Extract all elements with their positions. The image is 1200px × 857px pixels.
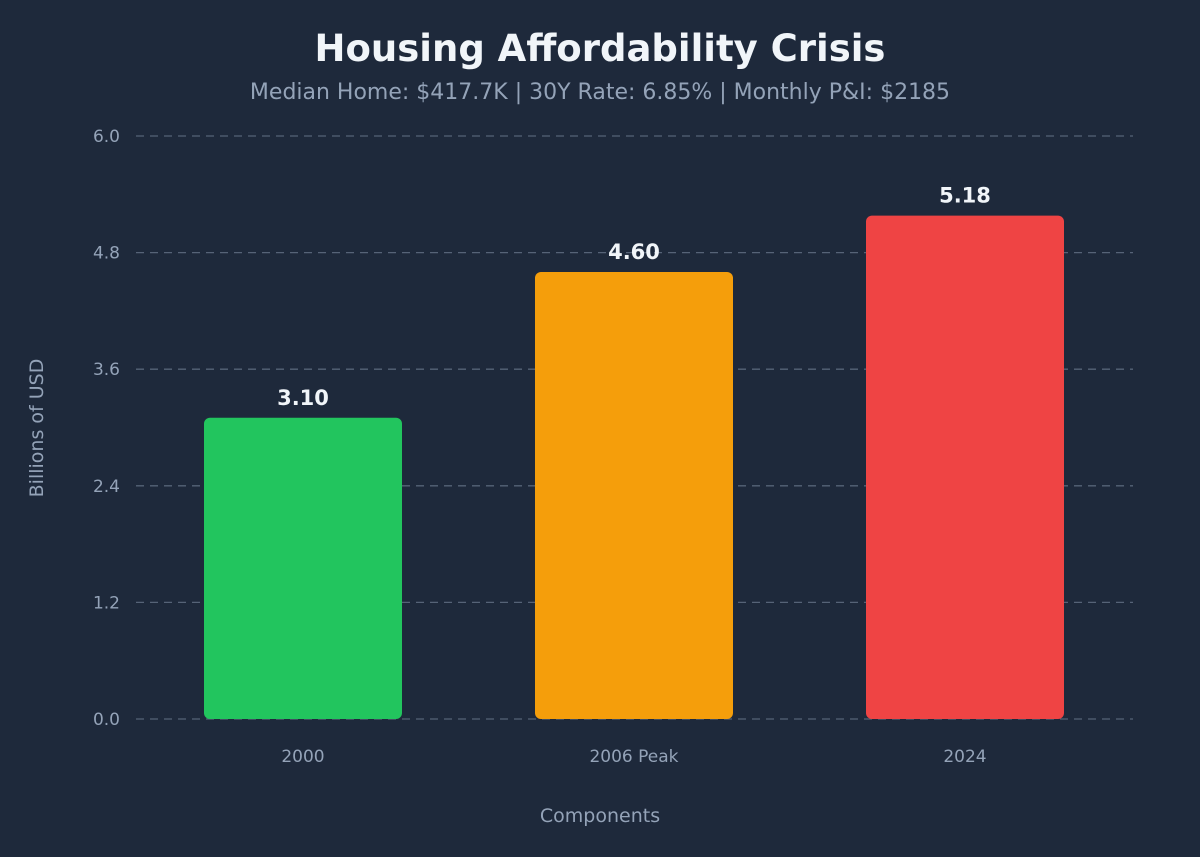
y-tick-label: 2.4 <box>93 477 120 497</box>
data-labels: 3.10 4.60 5.18 <box>277 184 991 410</box>
x-tick-label: 2024 <box>943 747 986 767</box>
x-axis-title: Components <box>540 805 660 827</box>
bar-2000 <box>204 417 402 719</box>
bars <box>204 215 1064 719</box>
x-axis-ticks: 2000 2006 Peak 2024 <box>281 747 986 767</box>
bar-2024 <box>866 215 1064 719</box>
chart-title: Housing Affordability Crisis <box>315 27 886 70</box>
data-label: 4.60 <box>608 240 660 264</box>
y-axis-ticks: 0.0 1.2 2.4 3.6 4.8 6.0 <box>93 127 120 730</box>
x-tick-label: 2000 <box>281 747 324 767</box>
x-tick-label: 2006 Peak <box>589 747 678 767</box>
y-tick-label: 3.6 <box>93 360 120 380</box>
y-tick-label: 1.2 <box>93 593 120 613</box>
data-label: 3.10 <box>277 386 329 410</box>
y-tick-label: 4.8 <box>93 244 120 264</box>
y-tick-label: 6.0 <box>93 127 120 147</box>
data-label: 5.18 <box>939 184 991 208</box>
y-tick-label: 0.0 <box>93 710 120 730</box>
chart-subtitle: Median Home: $417.7K | 30Y Rate: 6.85% |… <box>250 80 950 105</box>
y-axis-title: Billions of USD <box>26 359 48 498</box>
bar-2006-peak <box>535 272 733 719</box>
